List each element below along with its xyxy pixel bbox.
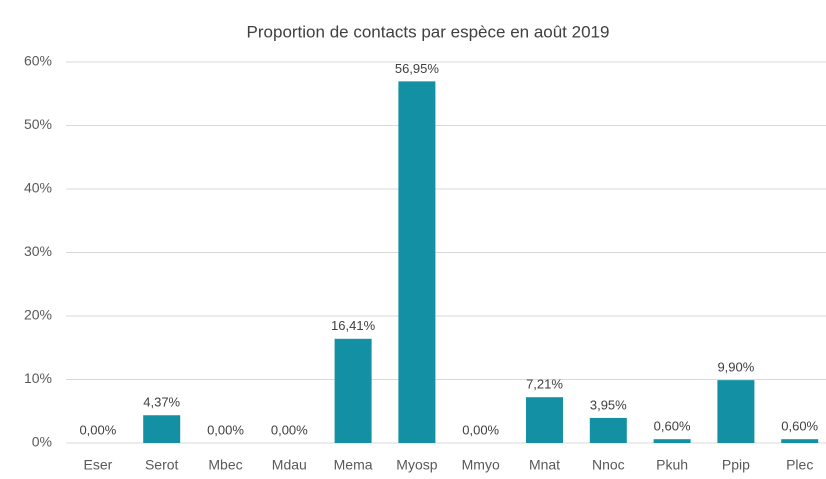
- data-label: 0,00%: [462, 422, 499, 437]
- y-tick-label: 50%: [24, 116, 52, 132]
- y-tick-label: 0%: [32, 434, 52, 450]
- x-tick-label: Myosp: [396, 457, 437, 473]
- data-label: 0,00%: [271, 422, 308, 437]
- bar: [143, 415, 181, 443]
- bar: [781, 439, 819, 443]
- data-label: 16,41%: [331, 318, 376, 333]
- bar: [589, 417, 627, 443]
- chart-title: Proportion de contacts par espèce en aoû…: [247, 22, 610, 41]
- x-tick-label: Eser: [84, 457, 113, 473]
- y-tick-label: 40%: [24, 180, 52, 196]
- x-tick-label: Nnoc: [592, 457, 625, 473]
- data-label: 0,00%: [207, 422, 244, 437]
- x-tick-label: Plec: [786, 457, 813, 473]
- y-tick-label: 60%: [24, 53, 52, 69]
- y-tick-label: 20%: [24, 307, 52, 323]
- data-label: 3,95%: [590, 397, 627, 412]
- x-tick-label: Pkuh: [656, 457, 688, 473]
- data-label: 9,90%: [717, 360, 754, 375]
- x-tick-label: Mbec: [208, 457, 242, 473]
- bar: [334, 338, 372, 443]
- data-label: 0,60%: [654, 419, 691, 434]
- bar: [526, 397, 563, 443]
- data-label: 0,00%: [79, 422, 116, 437]
- y-tick-label: 10%: [24, 370, 52, 386]
- y-tick-label: 30%: [24, 243, 52, 259]
- data-label: 56,95%: [395, 61, 440, 76]
- data-label: 0,60%: [781, 419, 818, 434]
- bar: [717, 380, 755, 443]
- bar: [653, 439, 691, 443]
- x-tick-label: Mmyo: [462, 457, 500, 473]
- x-tick-label: Mdau: [272, 457, 307, 473]
- x-tick-label: Ppip: [722, 457, 750, 473]
- bar: [398, 81, 436, 444]
- x-tick-label: Serot: [145, 457, 179, 473]
- data-label: 4,37%: [143, 395, 180, 410]
- x-tick-label: Mnat: [529, 457, 560, 473]
- x-tick-label: Mema: [334, 457, 373, 473]
- data-label: 7,21%: [526, 377, 563, 392]
